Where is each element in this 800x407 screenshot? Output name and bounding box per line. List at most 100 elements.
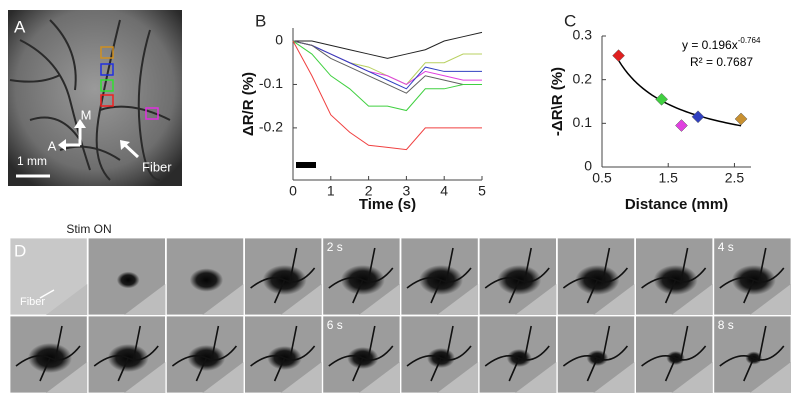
- fiber-shadow: [46, 284, 88, 315]
- frame: [165, 237, 244, 316]
- fiber-shadow: [593, 284, 635, 315]
- y-tick-label: 0.2: [573, 70, 593, 86]
- activation: [116, 271, 140, 289]
- vessels: [328, 325, 394, 382]
- panel-letter: C: [564, 11, 576, 30]
- frame: [165, 315, 244, 394]
- x-tick-label: 5: [478, 183, 486, 199]
- frame: [87, 315, 166, 394]
- frame: 4 s: [713, 237, 792, 316]
- frame: [87, 237, 166, 316]
- frame: [400, 315, 479, 394]
- point: [691, 110, 705, 124]
- medial-label: M: [81, 107, 92, 122]
- fiber-shadow: [124, 362, 166, 393]
- vessels: [250, 247, 316, 304]
- x-tick-label: 0: [289, 183, 297, 199]
- vessels: [719, 325, 785, 382]
- fiber-shadow: [358, 284, 400, 315]
- fiber-shadow: [593, 362, 635, 393]
- vessels: [250, 325, 316, 382]
- orientation-arrows: [16, 119, 140, 178]
- fiber-shadow: [437, 284, 479, 315]
- time-label: 8 s: [718, 318, 734, 332]
- x-tick-label: 1.5: [658, 170, 678, 186]
- fiber-shadow: [358, 362, 400, 393]
- y-tick-label: 0.3: [573, 27, 593, 43]
- anterior-label: A: [48, 138, 57, 153]
- line-series: [292, 40, 482, 112]
- frame: [635, 315, 714, 394]
- vessels: [641, 247, 707, 304]
- panel-letter: D: [14, 241, 26, 260]
- x-tick-label: 1: [327, 183, 335, 199]
- vessels: [9, 19, 171, 181]
- y-axis-label: -ΔR\R (%): [549, 67, 566, 136]
- panel-d: 2 s 4 s 6 s 8 s D Stim ON Fiber: [9, 222, 792, 394]
- scale-label: 1 mm: [17, 154, 47, 168]
- activation: [189, 268, 224, 292]
- vessels: [719, 247, 785, 304]
- x-axis-label: Distance (mm): [625, 196, 728, 213]
- r-squared: R² = 0.7687: [690, 55, 753, 69]
- fiber-shadow: [280, 284, 322, 315]
- x-tick-label: 4: [440, 183, 448, 199]
- fit-equation: y = 0.196x-0.764: [682, 36, 761, 52]
- frame: 6 s: [322, 315, 401, 394]
- vessels: [171, 325, 238, 382]
- x-tick-label: 0.5: [592, 170, 612, 186]
- vessels: [484, 325, 550, 382]
- y-tick-label: 0: [584, 158, 592, 174]
- stim-label: Stim ON: [66, 222, 111, 236]
- y-tick-label: -0.1: [259, 75, 283, 91]
- point: [675, 119, 688, 132]
- fiber-shadow: [280, 362, 322, 393]
- y-tick-label: -0.2: [259, 119, 283, 135]
- frame: 8 s: [713, 315, 792, 394]
- fiber-shadow: [46, 362, 88, 393]
- panel-a: A M A Fiber 1 mm: [8, 10, 182, 186]
- line-series: [292, 40, 482, 151]
- y-tick-label: 0: [275, 32, 283, 48]
- fiber-shadow: [749, 284, 791, 315]
- y-axis-label: ΔR/R (%): [240, 72, 257, 136]
- stim-bar: [296, 162, 316, 168]
- fiber-arrow: [39, 289, 55, 299]
- fiber-shadow: [515, 284, 557, 315]
- x-tick-label: 3: [403, 183, 411, 199]
- frame: 2 s: [322, 237, 401, 316]
- equation: y = 0.196x: [682, 38, 738, 52]
- point: [655, 92, 668, 106]
- time-label: 2 s: [327, 240, 343, 254]
- fiber-shadow: [437, 362, 479, 393]
- x-axis-label: Time (s): [359, 196, 416, 213]
- frame: [244, 237, 323, 316]
- line-series: [292, 40, 482, 90]
- line-series: [292, 40, 482, 94]
- y-tick-label: 0.1: [573, 114, 593, 130]
- vessels: [406, 247, 472, 304]
- fiber-shadow: [671, 362, 713, 393]
- time-label: 6 s: [327, 318, 343, 332]
- frame: [9, 237, 88, 316]
- fiber-shadow: [749, 362, 791, 393]
- panel-letter: B: [255, 11, 266, 30]
- frame: [478, 237, 557, 316]
- fiber-label: Fiber: [20, 296, 45, 308]
- point: [734, 112, 748, 126]
- fiber-shadow: [202, 284, 244, 315]
- fiber-shadow: [515, 362, 557, 393]
- vessels: [328, 247, 394, 304]
- brain-image: [8, 10, 182, 186]
- frame: [478, 315, 557, 394]
- fiber-shadow: [671, 284, 713, 315]
- line-series: [292, 40, 482, 86]
- frame: [557, 315, 636, 394]
- frame: [400, 237, 479, 316]
- vessels: [562, 325, 629, 382]
- vessels: [15, 325, 81, 382]
- fit-curve: [617, 59, 742, 127]
- line-series: [293, 31, 483, 59]
- fiber-shadow: [124, 284, 166, 315]
